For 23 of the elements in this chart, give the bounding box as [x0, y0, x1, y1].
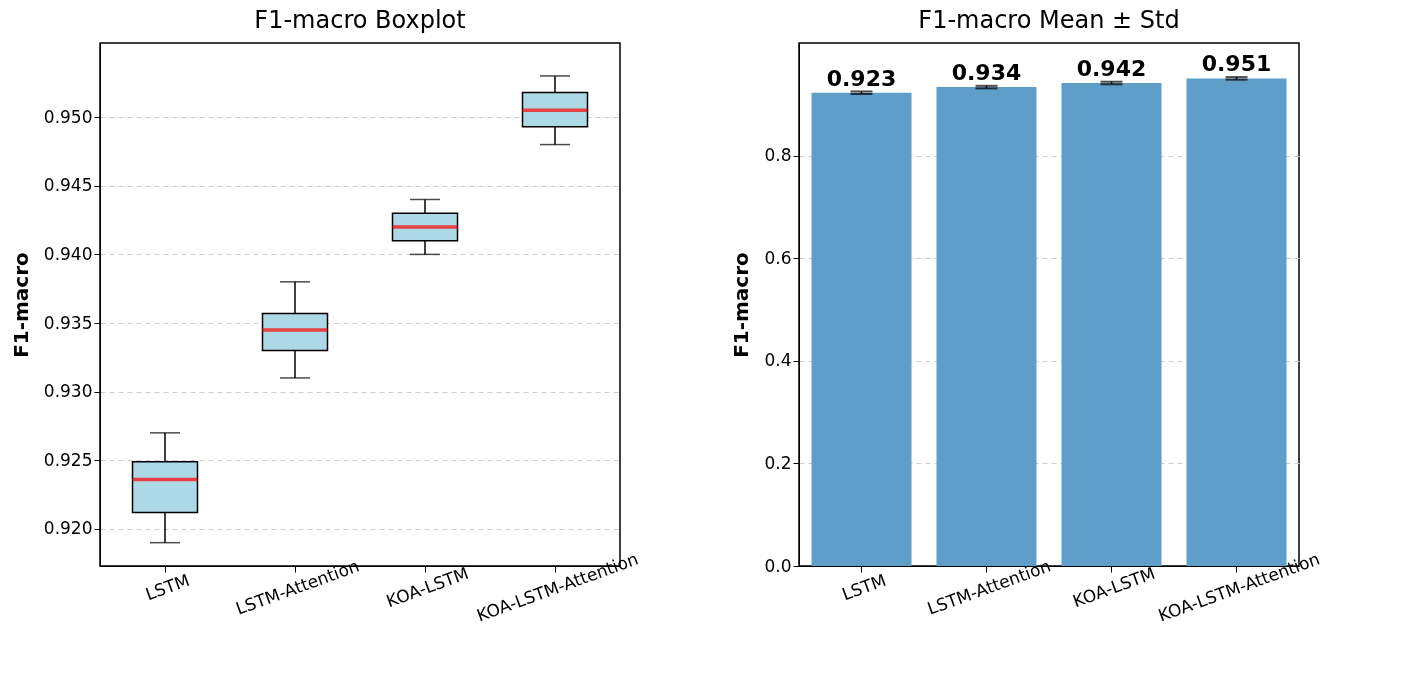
chart-title: F1-macro Mean ± Std	[918, 6, 1180, 34]
x-tick-label: LSTM	[839, 569, 889, 605]
y-tick-label: 0.925	[43, 449, 93, 470]
y-tick-label: 0.0	[764, 555, 792, 576]
data-label: 0.923	[826, 65, 897, 91]
bar	[811, 92, 912, 566]
data-label: 0.951	[1201, 51, 1272, 77]
y-tick-label: 0.935	[43, 312, 93, 333]
y-tick-label: 0.930	[43, 381, 93, 402]
data-label: 0.942	[1076, 55, 1147, 81]
y-tick-label: 0.6	[764, 247, 792, 268]
y-tick-label: 0.8	[764, 145, 792, 166]
y-tick-label: 0.950	[43, 106, 93, 127]
chart-title: F1-macro Boxplot	[254, 6, 466, 34]
y-tick-label: 0.4	[764, 350, 792, 371]
y-tick-label: 0.940	[43, 243, 93, 264]
y-tick-label: 0.920	[43, 518, 93, 539]
y-axis-title: F1-macro	[729, 252, 754, 358]
data-label: 0.934	[951, 60, 1022, 86]
y-axis-title: F1-macro	[8, 252, 33, 358]
y-tick-label: 0.2	[764, 452, 792, 473]
y-tick-label: 0.945	[43, 175, 93, 196]
x-tick-label: LSTM	[142, 569, 193, 605]
